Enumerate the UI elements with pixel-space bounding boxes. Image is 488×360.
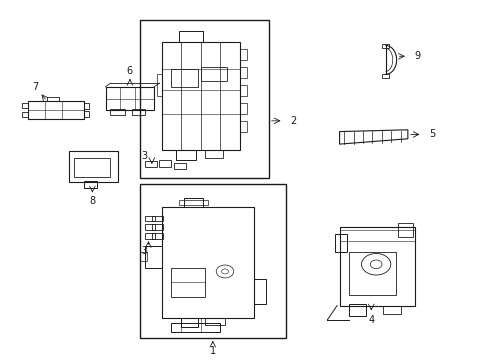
Bar xyxy=(239,85,246,96)
Bar xyxy=(239,49,246,60)
Bar xyxy=(339,226,414,306)
Text: 6: 6 xyxy=(126,66,133,76)
Bar xyxy=(140,21,268,178)
Text: 3: 3 xyxy=(141,151,147,161)
Bar xyxy=(21,103,27,108)
Bar xyxy=(200,67,227,81)
Bar xyxy=(161,42,239,149)
Bar xyxy=(205,149,222,158)
Text: 7: 7 xyxy=(32,82,38,92)
Bar xyxy=(21,112,27,117)
Bar xyxy=(178,200,207,205)
Bar xyxy=(239,121,246,132)
Bar xyxy=(176,149,195,160)
Bar xyxy=(110,109,125,116)
Text: 9: 9 xyxy=(414,51,420,61)
Bar xyxy=(381,44,388,48)
Bar xyxy=(27,101,83,119)
Bar xyxy=(381,74,388,78)
Bar xyxy=(140,184,285,338)
Bar xyxy=(178,31,203,42)
Bar xyxy=(83,181,97,188)
Bar xyxy=(159,160,171,167)
Bar xyxy=(348,252,395,295)
Bar xyxy=(173,163,185,169)
Bar xyxy=(171,323,220,332)
Bar xyxy=(205,318,224,325)
Bar xyxy=(105,87,154,110)
Bar xyxy=(144,225,155,230)
Bar xyxy=(334,234,346,252)
Bar xyxy=(397,223,412,237)
Bar xyxy=(383,306,400,315)
Bar xyxy=(152,225,163,230)
Bar xyxy=(144,246,161,268)
Bar xyxy=(152,233,163,239)
Bar xyxy=(83,103,89,109)
Bar xyxy=(140,252,147,261)
Bar xyxy=(144,233,155,239)
Text: 8: 8 xyxy=(89,196,95,206)
Bar xyxy=(69,151,118,182)
Bar xyxy=(348,304,366,316)
Bar xyxy=(239,103,246,114)
Bar xyxy=(254,279,266,304)
Bar xyxy=(161,207,254,318)
Text: 3: 3 xyxy=(141,246,147,256)
Bar xyxy=(239,67,246,78)
Bar xyxy=(181,318,198,327)
Bar xyxy=(83,111,89,117)
Bar xyxy=(157,74,161,96)
Bar xyxy=(171,268,205,297)
Text: 1: 1 xyxy=(209,346,215,356)
Bar xyxy=(152,216,163,221)
Text: 5: 5 xyxy=(428,130,434,139)
Bar xyxy=(171,69,198,87)
Bar xyxy=(144,161,157,167)
Text: 2: 2 xyxy=(289,116,296,126)
Bar xyxy=(47,97,59,101)
Bar xyxy=(132,109,144,116)
Bar xyxy=(144,216,155,221)
Bar xyxy=(74,158,110,177)
Bar xyxy=(183,198,203,207)
Text: 4: 4 xyxy=(367,315,374,325)
